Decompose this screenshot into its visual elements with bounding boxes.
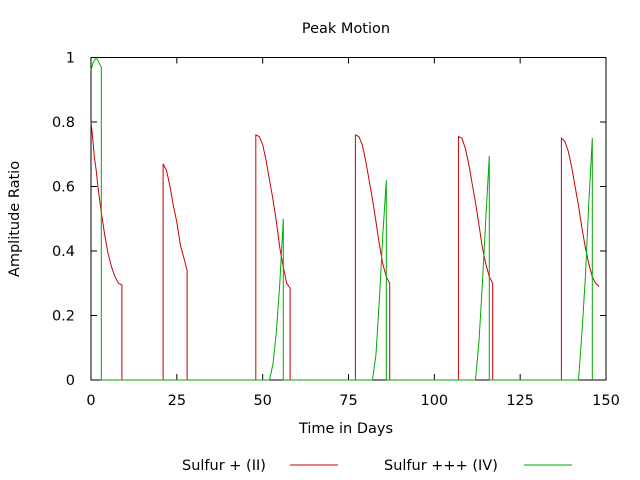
x-tick-label: 0 bbox=[86, 393, 95, 409]
x-axis-ticks: 0 25 50 75 100 125 150 bbox=[86, 57, 620, 409]
legend: Sulfur + (II) Sulfur +++ (IV) bbox=[182, 458, 572, 474]
series-line-sulfur-ii bbox=[90, 121, 600, 381]
legend-label-sulfur-ii: Sulfur + (II) bbox=[182, 458, 266, 474]
y-tick-label: 0.6 bbox=[52, 180, 75, 196]
x-tick-label: 75 bbox=[339, 393, 357, 409]
y-tick-label: 0.4 bbox=[52, 244, 75, 260]
x-tick-label: 150 bbox=[592, 393, 620, 409]
series-lines bbox=[90, 56, 600, 381]
y-tick-label: 0.8 bbox=[52, 115, 75, 131]
y-tick-label: 0 bbox=[66, 373, 75, 389]
y-axis-label: Amplitude Ratio bbox=[7, 161, 23, 277]
y-tick-label: 1 bbox=[66, 51, 75, 67]
x-tick-label: 125 bbox=[506, 393, 534, 409]
x-tick-label: 25 bbox=[168, 393, 186, 409]
x-tick-label: 100 bbox=[420, 393, 448, 409]
chart-title: Peak Motion bbox=[302, 21, 390, 37]
legend-label-sulfur-iv: Sulfur +++ (IV) bbox=[384, 458, 498, 474]
y-tick-label: 0.2 bbox=[52, 309, 75, 325]
x-tick-label: 50 bbox=[253, 393, 271, 409]
y-axis-ticks: 0 0.2 0.4 0.6 0.8 1 bbox=[52, 51, 606, 389]
plot-frame bbox=[90, 57, 607, 381]
x-axis-label: Time in Days bbox=[298, 421, 393, 437]
series-line-sulfur-iv bbox=[90, 56, 593, 381]
